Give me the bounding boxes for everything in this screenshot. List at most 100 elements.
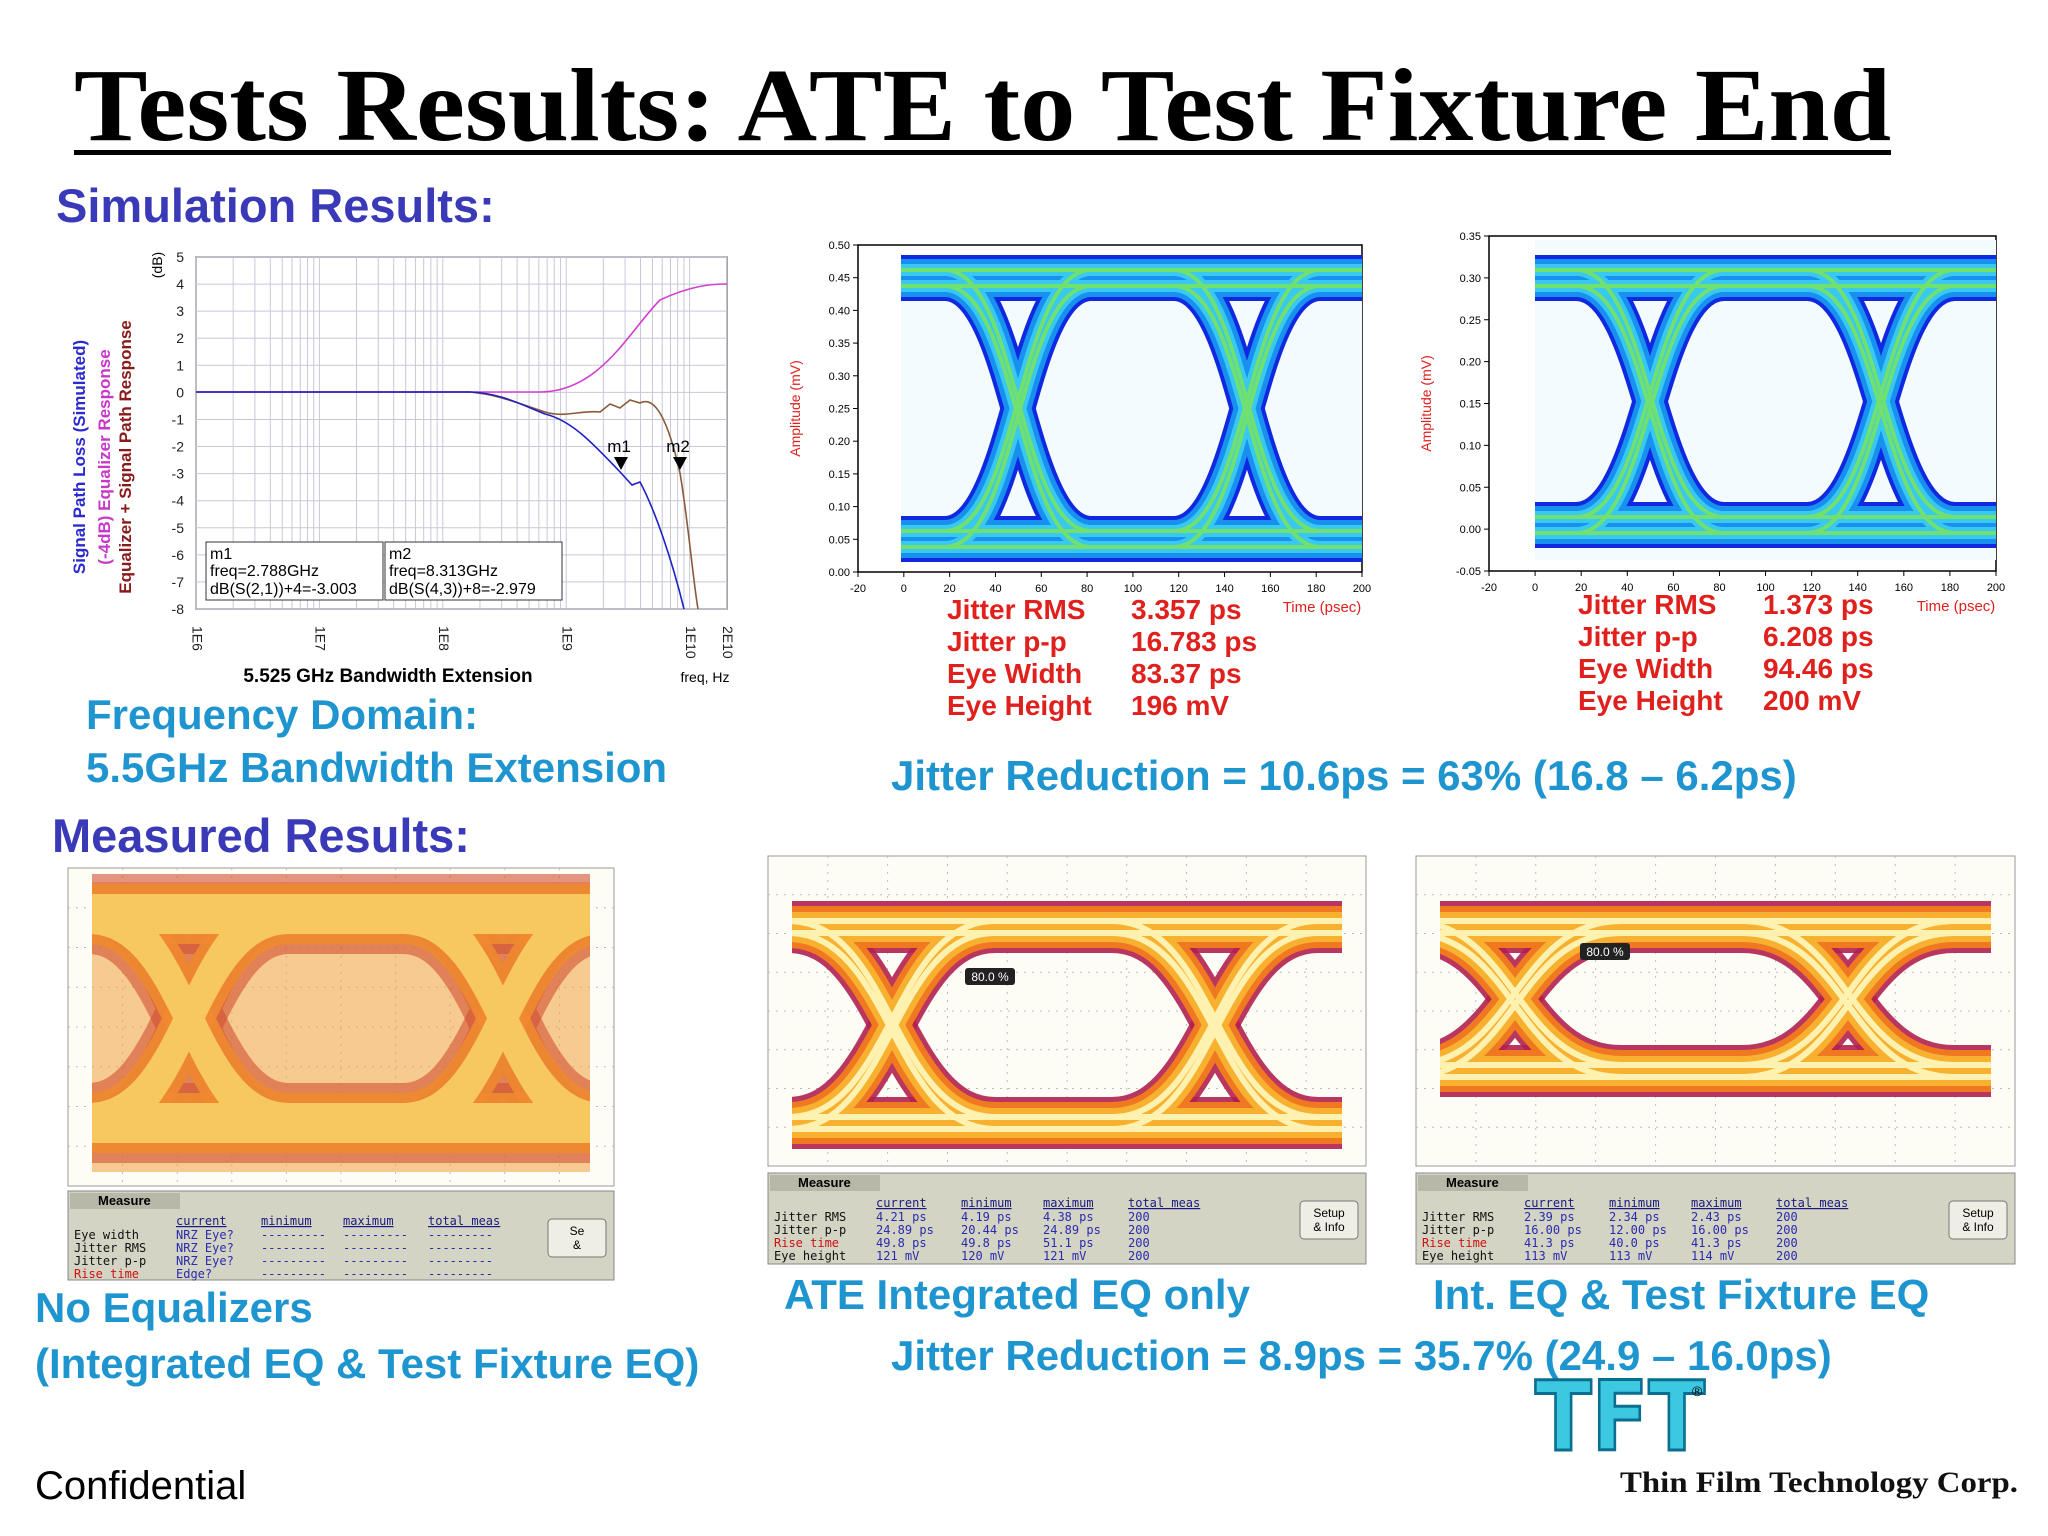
x-tick-label: 80	[1081, 583, 1093, 595]
y-tick-label: 0.20	[829, 436, 850, 448]
measure-cell: 2.43 ps	[1691, 1210, 1742, 1224]
y-tick-label: -3	[172, 466, 185, 482]
eye-trace	[1440, 918, 1991, 1068]
scope-panel: 80.0 % Measure current minimum maximum total …	[767, 855, 1367, 1265]
eye-trace	[1535, 284, 1996, 535]
stat-label: Jitter RMS	[1578, 589, 1716, 620]
jitter-reduction: Jitter Reduction = 8.9ps = 35.7% (24.9 –…	[891, 1332, 1832, 1379]
y-axis-label: Amplitude (mV)	[787, 360, 803, 456]
x-tick-label: -20	[1481, 582, 1497, 594]
y-tick-label: 0.05	[1460, 482, 1481, 494]
y-axis-label: Amplitude (mV)	[1418, 355, 1434, 451]
marker-triangle	[614, 457, 628, 470]
measure-column: maximum	[343, 1214, 394, 1228]
y-tick-label: 0.40	[829, 305, 850, 317]
y-tick-label: 0.00	[829, 567, 850, 579]
measure-cell: ---------	[343, 1254, 408, 1268]
eye-trace	[792, 930, 1342, 1132]
stat-label: Jitter p-p	[1578, 621, 1698, 652]
stat-value: 16.783 ps	[1131, 626, 1257, 657]
footer: Confidential	[35, 1464, 246, 1508]
marker-tag-text: 80.0 %	[971, 970, 1009, 984]
measure-cell: ---------	[428, 1228, 493, 1242]
stat-label: Jitter p-p	[947, 626, 1067, 657]
eye-plot: 0.35 0.30 0.25 0.20 0.15 0.10 0.05 0.00 -0.05-20…	[1418, 231, 2005, 716]
marker-box-line: dB(S(4,3))+8=-2.979	[389, 581, 536, 598]
setup-button-text: &	[573, 1238, 581, 1252]
y-axis-label: (-4dB) Equalizer Response	[95, 349, 114, 564]
y-axis-label: Signal Path Loss (Simulated)	[70, 340, 89, 574]
measure-cell: ---------	[343, 1267, 408, 1281]
title: Tests Results: ATE to Test Fixture End	[74, 48, 1891, 163]
measure-cell: ---------	[261, 1241, 326, 1255]
section-heading: Measured Results:	[52, 809, 470, 862]
y-tick-label: 0.15	[829, 469, 850, 481]
measure-column: maximum	[1043, 1196, 1094, 1210]
measure-cell: 20.44 ps	[961, 1223, 1019, 1237]
setup-button-text: & Info	[1962, 1220, 1994, 1234]
caption: Frequency Domain:	[86, 691, 478, 738]
measure-cell: 200	[1128, 1236, 1150, 1250]
y-tick-label: -8	[172, 601, 185, 617]
logo-mark: TFT	[1535, 1361, 1705, 1473]
measure-cell: Edge?	[176, 1267, 212, 1281]
y-tick-label: 0.30	[1460, 273, 1481, 285]
x-tick-label: 40	[1621, 582, 1633, 594]
jitter-reduction: Jitter Reduction = 10.6ps = 63% (16.8 – …	[891, 752, 1797, 799]
marker-box-line: freq=2.788GHz	[210, 563, 319, 580]
measure-column: minimum	[1609, 1196, 1660, 1210]
y-tick-label: -7	[172, 574, 185, 590]
measure-cell: 120 mV	[961, 1249, 1004, 1263]
marker-box-title: m2	[389, 546, 411, 563]
setup-button[interactable]	[1948, 1200, 2008, 1240]
eye-trace	[1440, 930, 1991, 1080]
setup-button-text: Setup	[1313, 1206, 1345, 1220]
measure-column: current	[876, 1196, 927, 1210]
y-tick-label: 0.10	[1460, 440, 1481, 452]
measure-row-label: Jitter p-p	[74, 1254, 146, 1268]
measure-cell: 200	[1128, 1223, 1150, 1237]
measure-cell: 113 mV	[1524, 1249, 1567, 1263]
logo-registered: ®	[1692, 1383, 1703, 1399]
setup-button-text: & Info	[1313, 1220, 1345, 1234]
y-tick-label: 0.10	[829, 502, 850, 514]
marker-label: m1	[607, 437, 631, 456]
measure-cell: ---------	[261, 1254, 326, 1268]
caption: (Integrated EQ & Test Fixture EQ)	[35, 1340, 699, 1387]
eye-trace	[901, 268, 1362, 533]
x-tick-label: 0	[1532, 582, 1538, 594]
y-tick-label: -2	[172, 439, 185, 455]
measure-column: maximum	[1691, 1196, 1742, 1210]
y-tick-label: 4	[176, 276, 184, 292]
measure-cell: NRZ Eye?	[176, 1228, 234, 1242]
measure-cell: 12.00 ps	[1609, 1223, 1667, 1237]
measure-cell: 49.8 ps	[961, 1236, 1012, 1250]
marker-triangle	[673, 457, 687, 470]
marker-tag	[965, 968, 1015, 985]
measure-row-label: Rise time	[74, 1267, 139, 1281]
y-unit: (dB)	[149, 252, 165, 278]
stat-value: 200 mV	[1763, 685, 1861, 716]
measure-column: total meas	[1776, 1196, 1848, 1210]
setup-button-text: Setup	[1962, 1206, 1994, 1220]
measure-cell: 2.39 ps	[1524, 1210, 1575, 1224]
setup-button[interactable]	[547, 1218, 607, 1258]
stat-value: 94.46 ps	[1763, 653, 1874, 684]
marker-box	[384, 541, 563, 601]
x-tick-label: 80	[1713, 582, 1725, 594]
y-tick-label: -1	[172, 411, 185, 427]
measure-column: total meas	[1128, 1196, 1200, 1210]
caption: No Equalizers	[35, 1284, 313, 1331]
measure-cell: ---------	[428, 1241, 493, 1255]
y-tick-label: 0.00	[1460, 524, 1481, 536]
title-underline	[74, 150, 1891, 155]
response-curve	[196, 391, 685, 610]
marker-box-line: freq=8.313GHz	[389, 563, 498, 580]
x-axis-label: Time (psec)	[1917, 598, 1996, 615]
y-tick-label: -5	[172, 520, 185, 536]
measure-cell: NRZ Eye?	[176, 1241, 234, 1255]
setup-button[interactable]	[1299, 1200, 1359, 1240]
measure-row-label: Jitter RMS	[1422, 1210, 1494, 1224]
